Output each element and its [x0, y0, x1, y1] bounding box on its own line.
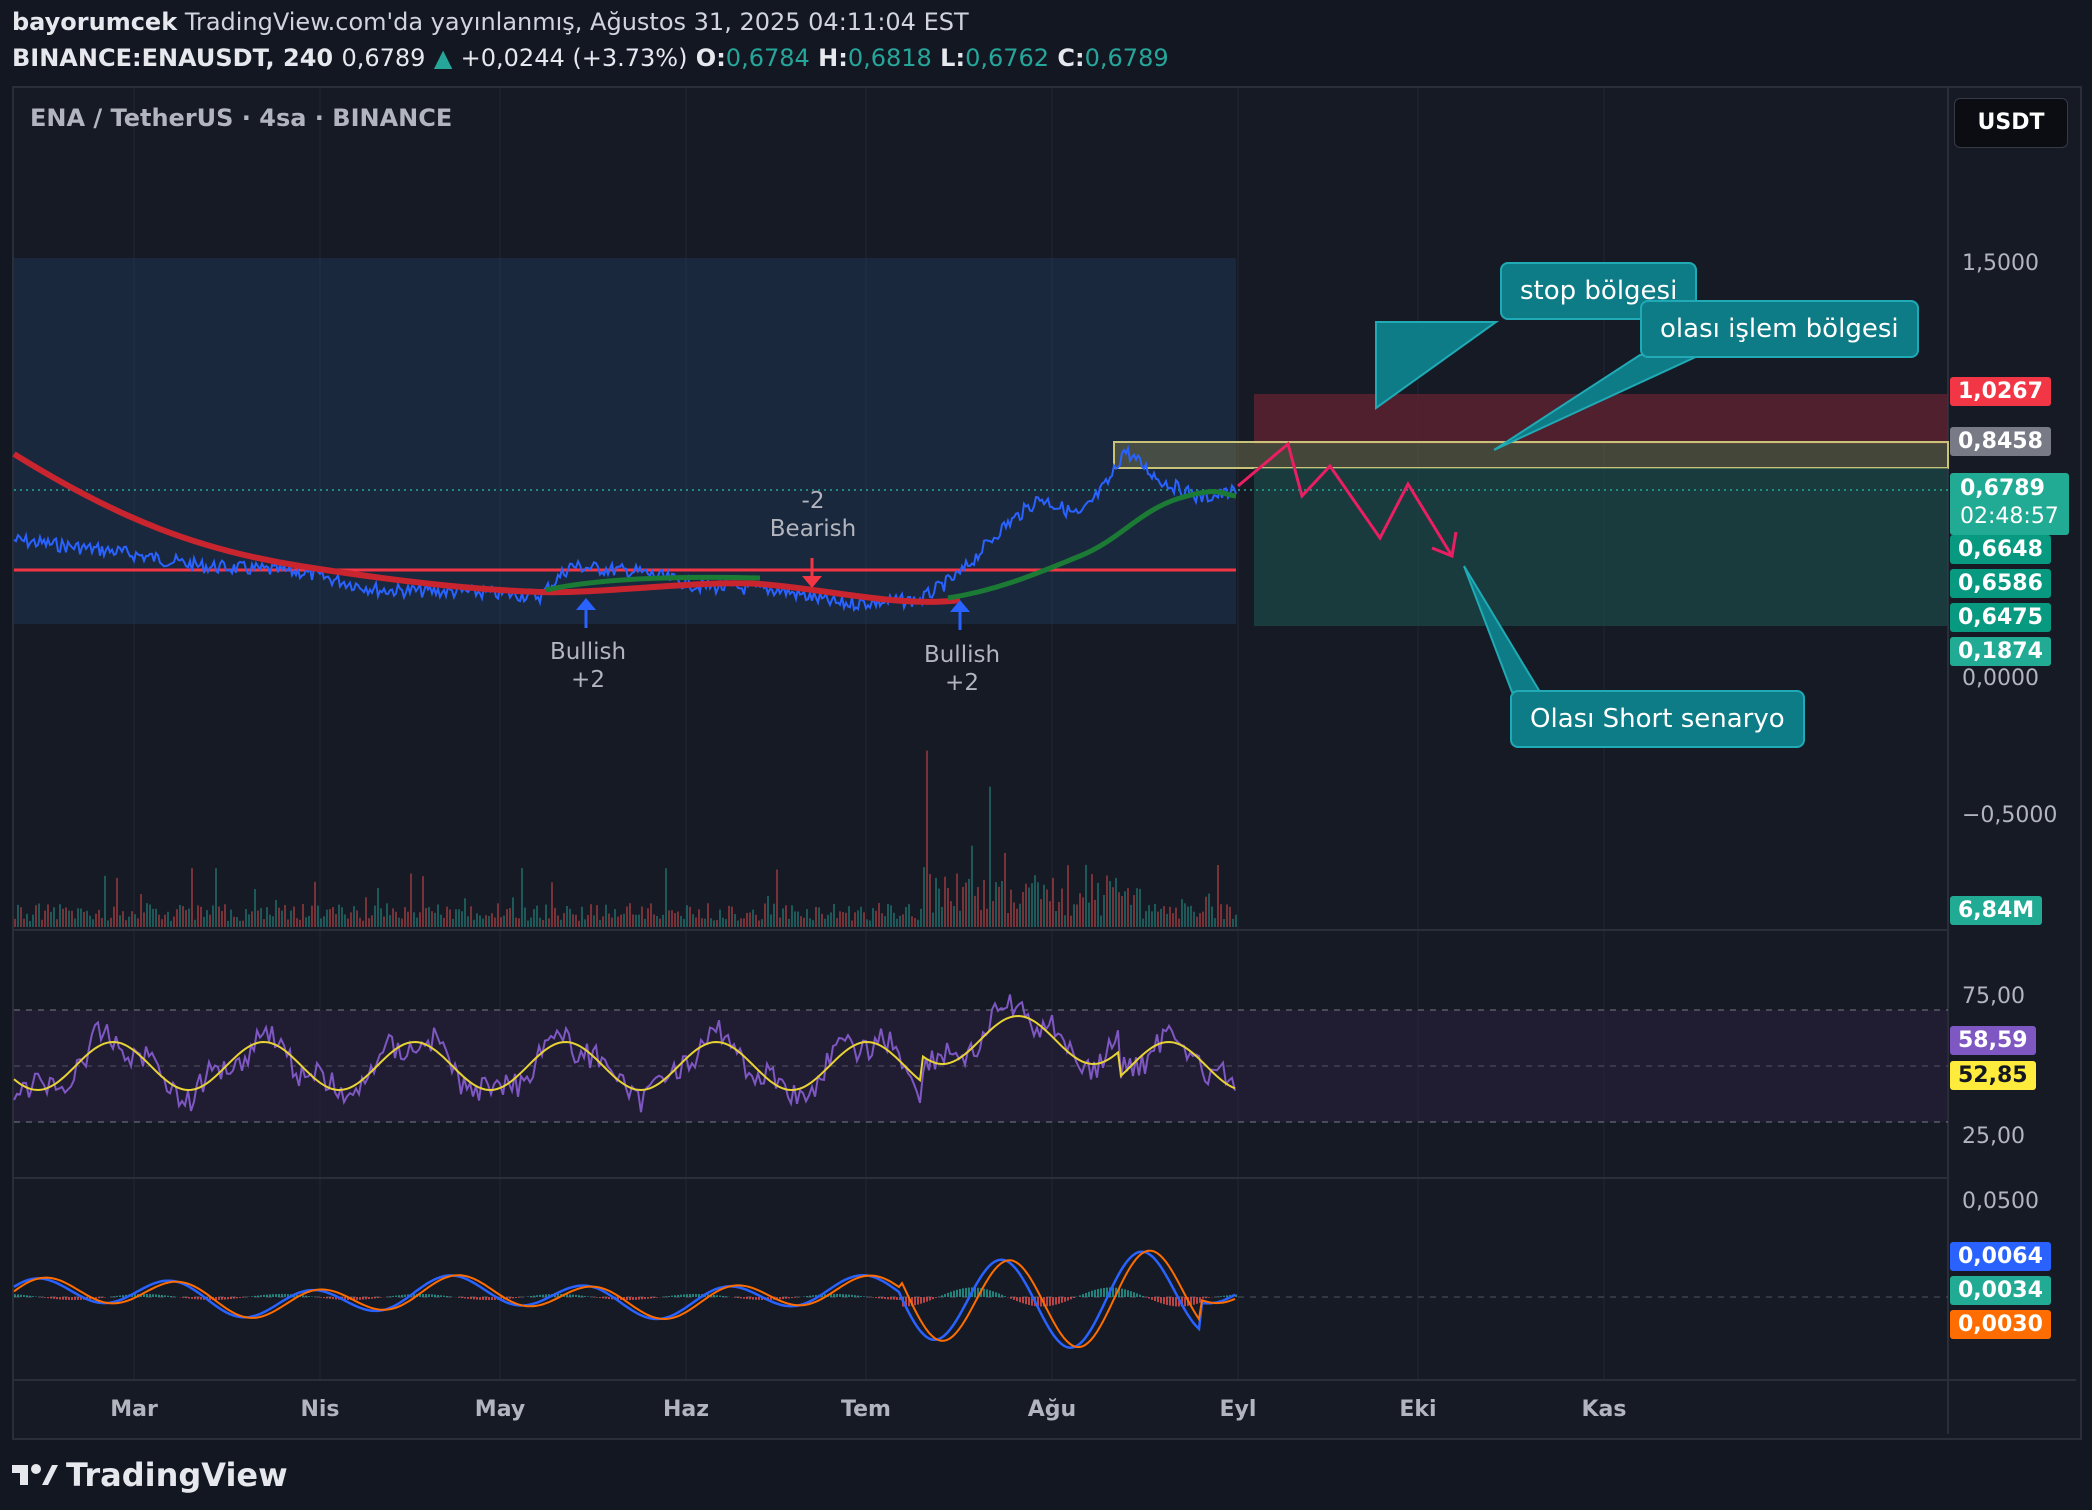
bullish-signal-label: Bullish +2 [549, 639, 627, 693]
price-axis-label: 1,5000 [1962, 251, 2039, 276]
short-scenario-callout[interactable]: Olası Short senaryo [1510, 690, 1805, 748]
month-label: Tem [841, 1397, 891, 1422]
month-label: Eyl [1220, 1397, 1257, 1422]
bar-countdown: 02:48:57 [1960, 504, 2059, 529]
price-axis-label: −0,5000 [1962, 803, 2057, 828]
ma-tag: 0,6586 [1950, 569, 2051, 598]
publish-date: TradingView.com'da yayınlanmış, Ağustos … [184, 8, 969, 36]
bearish-arrow-icon [802, 558, 822, 588]
volume-tag: 6,84M [1950, 896, 2043, 925]
histogram-tag: 0,0034 [1950, 1276, 2051, 1305]
month-label: Mar [110, 1397, 158, 1422]
publish-info: bayorumcek TradingView.com'da yayınlanmı… [12, 8, 969, 36]
month-label: Haz [663, 1397, 709, 1422]
signal-tag: 0,0030 [1950, 1310, 2051, 1339]
high-value: 0,6818 [847, 44, 932, 72]
rsi-ma-line[interactable] [13, 1014, 1236, 1092]
currency-button[interactable]: USDT [1954, 98, 2068, 148]
signal-line[interactable] [13, 1249, 1236, 1349]
rsi-axis-label: 25,00 [1962, 1124, 2025, 1149]
ma-tag: 0,6648 [1950, 535, 2051, 564]
brand-name: TradingView [66, 1456, 288, 1494]
symbol-label: BINANCE:ENAUSDT, 240 [12, 44, 334, 72]
stop-price-tag: 1,0267 [1950, 377, 2051, 406]
up-arrow-icon: ▲ [433, 44, 453, 72]
month-label: Kas [1582, 1397, 1627, 1422]
ma-tag: 0,6475 [1950, 603, 2051, 632]
price-line[interactable] [13, 444, 1237, 613]
moving-average-bullish[interactable] [545, 489, 1237, 601]
bearish-signal-label: -2 Bearish [769, 488, 857, 542]
last-price-tag: 0,6789 02:48:57 [1950, 473, 2069, 535]
month-label: Eki [1399, 1397, 1436, 1422]
range-box[interactable] [14, 258, 1236, 624]
high-label: H: [818, 44, 848, 72]
price-axis-label: 0,0000 [1962, 666, 2039, 691]
rsi-axis-label: 75,00 [1962, 984, 2025, 1009]
close-label: C: [1057, 44, 1085, 72]
macd-axis-label: 0,0500 [1962, 1189, 2039, 1214]
macd-histogram [14, 1287, 1237, 1307]
arrow-head-icon [1431, 531, 1458, 559]
price-change: +0,0244 (+3.73%) [460, 44, 688, 72]
rsi-ma-tag: 52,85 [1950, 1061, 2036, 1090]
macd-line[interactable] [13, 1250, 1236, 1349]
bullish-arrow-icon [950, 600, 970, 630]
moving-average-bearish[interactable] [12, 451, 961, 605]
ohlc-row: BINANCE:ENAUSDT, 240 0,6789 ▲ +0,0244 (+… [12, 44, 1169, 72]
entry-zone[interactable] [1113, 441, 1949, 469]
low-value: 0,6762 [965, 44, 1050, 72]
month-label: May [475, 1397, 525, 1422]
bullish-arrow-icon [576, 598, 596, 628]
tradingview-logo-icon [12, 1464, 58, 1485]
stop-zone[interactable] [1254, 394, 1948, 444]
open-label: O: [695, 44, 726, 72]
profit-zone[interactable] [1254, 468, 1948, 626]
last-price-value: 0,6789 [1960, 476, 2045, 501]
macd-tag: 0,0064 [1950, 1242, 2051, 1271]
callout-pointer [1375, 321, 1500, 410]
low-label: L: [940, 44, 966, 72]
entry-price-tag: 0,8458 [1950, 427, 2051, 456]
chart-symbol-title[interactable]: ENA / TetherUS · 4sa · BINANCE [30, 104, 453, 132]
bullish-signal-label: Bullish +2 [923, 642, 1001, 696]
month-label: Nis [300, 1397, 339, 1422]
last-price: 0,6789 [341, 44, 426, 72]
author-name[interactable]: bayorumcek [12, 8, 178, 36]
tradingview-logo[interactable]: TradingView [12, 1456, 288, 1494]
target-price-tag: 0,1874 [1950, 637, 2051, 666]
month-label: Ağu [1028, 1397, 1076, 1422]
volume-bars [14, 750, 1237, 927]
open-value: 0,6784 [725, 44, 810, 72]
close-value: 0,6789 [1084, 44, 1169, 72]
short-scenario-path[interactable] [1237, 441, 1454, 557]
entry-zone-callout[interactable]: olası işlem bölgesi [1640, 300, 1919, 358]
rsi-tag: 58,59 [1950, 1026, 2036, 1055]
rsi-line[interactable] [13, 994, 1236, 1113]
